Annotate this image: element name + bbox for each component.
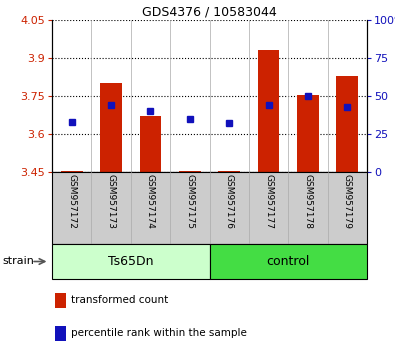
- Text: percentile rank within the sample: percentile rank within the sample: [71, 328, 247, 338]
- Bar: [139, 116, 161, 172]
- Text: GSM957178: GSM957178: [303, 174, 312, 229]
- Bar: [52, 244, 209, 279]
- Text: strain: strain: [3, 257, 34, 267]
- Bar: [258, 50, 279, 172]
- Text: GSM957179: GSM957179: [343, 174, 352, 229]
- Bar: [100, 83, 122, 172]
- Bar: [297, 95, 319, 172]
- Text: GSM957173: GSM957173: [107, 174, 116, 229]
- Bar: [55, 325, 66, 341]
- Text: GSM957175: GSM957175: [185, 174, 194, 229]
- Text: GSM957176: GSM957176: [225, 174, 234, 229]
- Text: control: control: [267, 255, 310, 268]
- Bar: [55, 292, 66, 308]
- Title: GDS4376 / 10583044: GDS4376 / 10583044: [142, 6, 277, 19]
- Text: GSM957174: GSM957174: [146, 174, 155, 229]
- Text: transformed count: transformed count: [71, 295, 168, 305]
- Bar: [337, 76, 358, 172]
- Bar: [218, 171, 240, 172]
- Bar: [61, 171, 83, 172]
- Text: Ts65Dn: Ts65Dn: [108, 255, 154, 268]
- Text: GSM957172: GSM957172: [67, 174, 76, 229]
- Text: GSM957177: GSM957177: [264, 174, 273, 229]
- Bar: [179, 171, 201, 172]
- Bar: [209, 244, 367, 279]
